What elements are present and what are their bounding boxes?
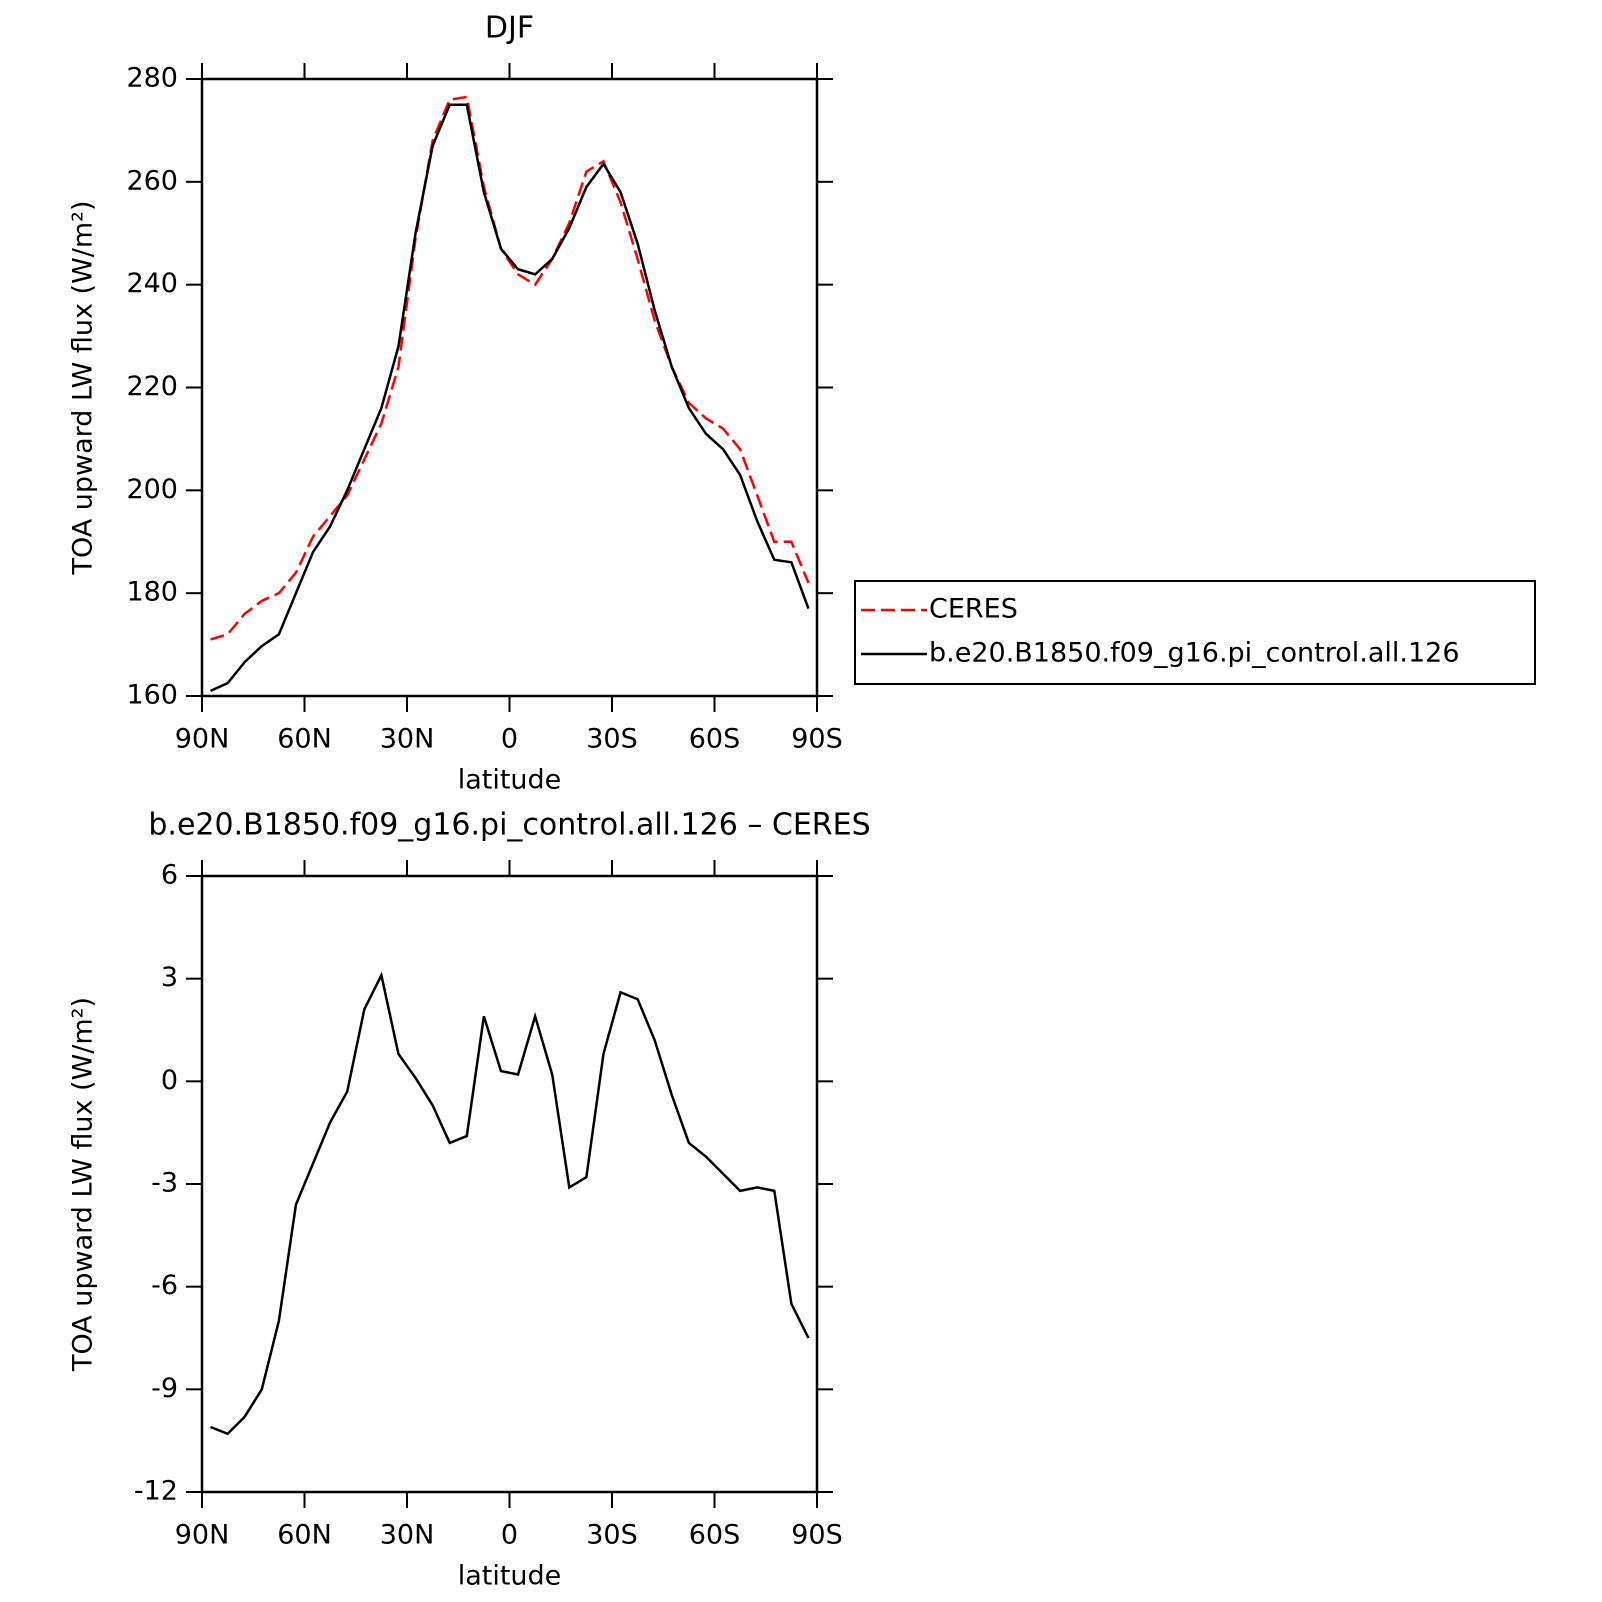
y-tick-label: 200 xyxy=(126,474,178,505)
x-tick-label: 0 xyxy=(501,1520,518,1551)
data-line xyxy=(210,103,810,692)
plot-frame xyxy=(200,874,819,1494)
y-tick-label: -9 xyxy=(151,1373,178,1404)
x-axis-label: latitude xyxy=(458,1561,562,1592)
plot-frame xyxy=(200,77,819,698)
x-tick-label: 30S xyxy=(586,724,638,755)
legend-label: b.e20.B1850.f09_g16.pi_control.all.126 xyxy=(929,638,1460,669)
x-tick-label: 90N xyxy=(175,724,230,755)
y-tick-label: 0 xyxy=(161,1065,178,1096)
x-tick-label: 90N xyxy=(175,1520,230,1551)
x-tick-label: 60N xyxy=(277,1520,332,1551)
data-line xyxy=(210,95,810,641)
y-tick-label: 280 xyxy=(126,63,178,94)
y-tick-label: 3 xyxy=(161,962,178,993)
chart-title: DJF xyxy=(485,11,534,46)
x-tick-label: 60S xyxy=(689,1520,741,1551)
y-tick-label: 6 xyxy=(161,860,178,891)
y-tick-label: -6 xyxy=(151,1270,178,1301)
x-tick-label: 30S xyxy=(586,1520,638,1551)
y-tick-label: 220 xyxy=(126,371,178,402)
legend-box xyxy=(854,580,1536,685)
y-axis-label: TOA upward LW flux (W/m²) xyxy=(68,200,99,575)
x-tick-label: 30N xyxy=(380,724,435,755)
x-tick-label: 60S xyxy=(689,724,741,755)
x-tick-label: 60N xyxy=(277,724,332,755)
chart-title: b.e20.B1850.f09_g16.pi_control.all.126 –… xyxy=(148,808,870,843)
x-tick-label: 30N xyxy=(380,1520,435,1551)
y-tick-label: -3 xyxy=(151,1168,178,1199)
y-tick-label: 160 xyxy=(126,680,178,711)
x-tick-label: 0 xyxy=(501,724,518,755)
y-tick-label: 240 xyxy=(126,268,178,299)
y-tick-label: -12 xyxy=(134,1476,178,1507)
data-line xyxy=(210,971,810,1436)
y-tick-label: 180 xyxy=(126,577,178,608)
x-axis-label: latitude xyxy=(458,765,562,796)
y-tick-label: 260 xyxy=(126,165,178,196)
x-tick-label: 90S xyxy=(791,1520,843,1551)
x-tick-label: 90S xyxy=(791,724,843,755)
y-axis-label: TOA upward LW flux (W/m²) xyxy=(68,997,99,1372)
legend-label: CERES xyxy=(929,594,1018,625)
